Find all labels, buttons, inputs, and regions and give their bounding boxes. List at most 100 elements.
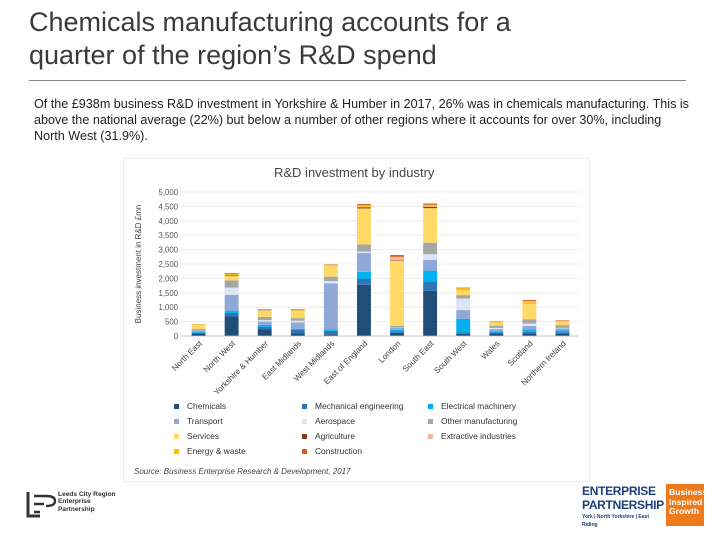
bar-segment <box>390 256 404 258</box>
bar-segment <box>456 288 471 290</box>
legend-item: Mechanical engineering <box>302 401 403 411</box>
bar-segment <box>224 275 239 277</box>
bar-segment <box>224 294 239 311</box>
slide-title: Chemicals manufacturing accounts for a q… <box>29 6 689 72</box>
legend-swatch <box>428 419 433 425</box>
chart-source: Source: Business Enterprise Research & D… <box>134 467 351 476</box>
bar-segment <box>191 324 206 330</box>
bar-segment <box>357 206 371 208</box>
y-tick-label: 2,000 <box>158 274 178 283</box>
bar-segment <box>357 207 371 209</box>
bar-segment <box>456 298 471 311</box>
bar-segment <box>290 333 305 336</box>
chart-panel: R&D investment by industry 0 500 1,000 1,50… <box>123 158 590 482</box>
bar-segment <box>390 331 404 333</box>
bar-segment <box>357 251 371 254</box>
bar-segment <box>191 332 206 334</box>
bar-segment <box>323 280 338 284</box>
bar-segment <box>456 287 471 289</box>
bar-segment <box>489 329 504 332</box>
bar-segment <box>555 321 570 322</box>
bar-segment <box>224 312 239 317</box>
bar-segment <box>522 319 537 324</box>
legend-item: Services <box>174 431 219 441</box>
bar-segment <box>224 287 239 295</box>
x-tick-label: North East <box>170 339 204 373</box>
legend-swatch <box>174 449 179 455</box>
ep-box-line-1: Business <box>669 487 708 497</box>
bar-segment <box>357 284 371 336</box>
bar-segment <box>323 265 338 277</box>
bar-segment <box>323 264 338 266</box>
bar-segment <box>357 204 371 206</box>
bar-segment <box>257 316 272 321</box>
bar-segment <box>224 274 239 276</box>
bar-segment <box>522 323 537 326</box>
legend-swatch <box>174 419 179 425</box>
ep-line-2: PARTNERSHIP <box>582 498 664 512</box>
legend-label: Other manufacturing <box>441 416 518 426</box>
bar-segment <box>257 310 272 317</box>
stacked-bar-chart: 0 500 1,000 1,500 2,000 2,500 3,000 3,500 4,000 4… <box>134 188 579 397</box>
y-axis-label: Business investment in R&D £mn <box>134 205 143 324</box>
bar-segment <box>489 321 504 322</box>
lep-line-2: Enterprise <box>58 498 91 506</box>
bar-segment <box>224 280 239 288</box>
bar-segment <box>224 276 239 281</box>
bar-segment <box>390 329 404 332</box>
legend-item: Agriculture <box>302 431 355 441</box>
legend-item: Aerospace <box>302 416 355 426</box>
bar-segment <box>390 260 404 326</box>
legend-swatch <box>302 434 307 440</box>
bar-segment <box>257 324 272 327</box>
legend-item: Extractive industries <box>428 431 516 441</box>
bar-segment <box>290 309 305 310</box>
bar-segment <box>489 321 504 326</box>
x-tick-label: South East <box>401 339 436 374</box>
legend-label: Services <box>187 431 220 441</box>
bar-segment <box>224 274 239 275</box>
legend-label: Construction <box>315 446 363 456</box>
y-tick-label: 4,000 <box>158 217 178 226</box>
legend-label: Chemicals <box>187 401 227 411</box>
bar-segment <box>191 333 206 336</box>
bar-segment <box>522 333 537 336</box>
title-divider <box>29 80 686 81</box>
bar-segment <box>555 330 570 333</box>
lep-line-1: Leeds City Region <box>58 491 116 498</box>
bar-segment <box>390 257 404 261</box>
y-tick-label: 1,000 <box>158 303 178 312</box>
lep-line-3: Partnership <box>58 505 95 513</box>
legend-swatch <box>428 434 433 440</box>
bar-segment <box>290 328 305 330</box>
bar-segment <box>456 332 471 334</box>
lep-mark-icon <box>26 492 56 518</box>
legend-item: Construction <box>302 446 362 456</box>
bar-segment <box>323 265 338 266</box>
ep-box-line-2: Inspired <box>669 496 703 507</box>
bar-segment <box>555 333 570 336</box>
bar-segment <box>357 208 371 245</box>
bar-segment <box>522 302 537 304</box>
bar-segment <box>489 325 504 328</box>
bar-segment <box>555 325 570 328</box>
bar-segment <box>390 260 404 261</box>
bar-segment <box>257 320 272 322</box>
legend-swatch <box>174 434 179 440</box>
legend-swatch <box>174 404 179 410</box>
bar-segment <box>390 325 404 328</box>
ep-line-1: ENTERPRISE <box>582 484 656 498</box>
bar-segment <box>489 327 504 330</box>
bar-segment <box>522 300 537 301</box>
bar-segment <box>423 203 438 205</box>
bar-segment <box>191 330 206 332</box>
legend-item: Energy & waste <box>174 446 246 456</box>
bar-segment <box>555 328 570 331</box>
bar-segment <box>423 242 438 255</box>
bar-segment <box>489 333 504 336</box>
bar-segment <box>257 326 272 330</box>
legend-swatch <box>302 449 307 455</box>
legend-label: Transport <box>187 416 223 426</box>
bar-segment <box>555 332 570 334</box>
bar-segment <box>555 320 570 322</box>
